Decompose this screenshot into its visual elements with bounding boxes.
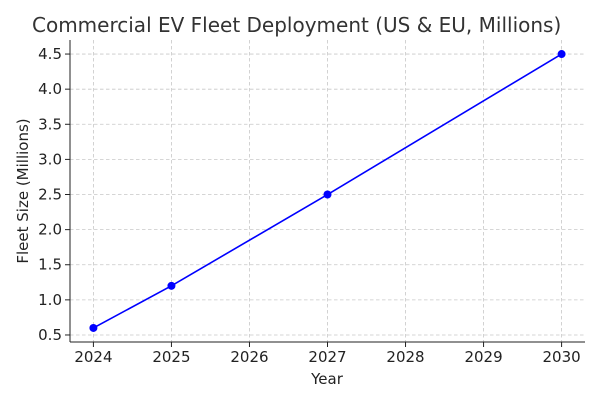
- data-point: [167, 281, 176, 290]
- grid-layer: [70, 40, 585, 342]
- x-tick-label: 2030: [542, 348, 580, 366]
- x-tick-label: 2028: [386, 348, 424, 366]
- chart-title: Commercial EV Fleet Deployment (US & EU,…: [32, 13, 561, 37]
- series-layer: [89, 50, 566, 332]
- x-tick-label: 2026: [230, 348, 268, 366]
- x-tick-label: 2027: [308, 348, 346, 366]
- y-tick-label: 1.0: [38, 291, 62, 309]
- y-tick-label: 4.0: [38, 80, 62, 98]
- data-point: [323, 190, 332, 199]
- x-axis-label: Year: [310, 370, 344, 388]
- x-tick-label: 2029: [464, 348, 502, 366]
- y-tick-label: 0.5: [38, 326, 62, 344]
- data-point: [557, 50, 566, 59]
- x-tick-label: 2025: [152, 348, 190, 366]
- x-tick-label: 2024: [74, 348, 112, 366]
- y-tick-label: 3.5: [38, 115, 62, 133]
- y-tick-label: 2.5: [38, 186, 62, 204]
- y-tick-label: 2.0: [38, 221, 62, 239]
- y-tick-label: 4.5: [38, 45, 62, 63]
- y-axis-label: Fleet Size (Millions): [14, 118, 32, 263]
- tick-layer: 2024 2025 2026 2027 2028 2029 2030 0.5 1.0 1.5 2.0…: [38, 45, 581, 366]
- data-point: [89, 323, 98, 332]
- y-tick-label: 1.5: [38, 256, 62, 274]
- y-tick-label: 3.0: [38, 150, 62, 168]
- series-line: [93, 53, 563, 329]
